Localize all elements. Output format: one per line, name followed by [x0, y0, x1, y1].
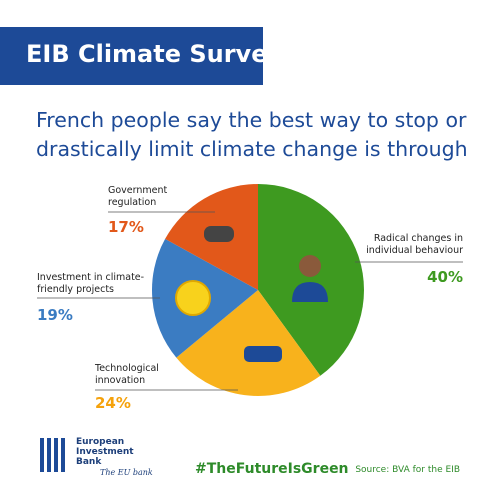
whistle-icon — [204, 226, 234, 242]
hashtag: #TheFutureIsGreen — [195, 461, 349, 477]
category-label: Radical changes in individual behaviour — [366, 233, 463, 256]
organization: European Investment Bank — [76, 437, 134, 467]
source: Source: BVA for the EIB — [355, 465, 460, 475]
euro-coin-icon — [175, 280, 211, 316]
value-label: 24% — [95, 394, 131, 412]
value-label: 19% — [37, 306, 73, 324]
eib-logo — [40, 438, 65, 472]
subtitle: French people say the best way to stop o… — [36, 108, 468, 161]
header-title: EIB Climate Survey — [26, 40, 284, 68]
category-label: Government regulation — [108, 185, 168, 208]
category-label: Investment in climate-friendly projects — [37, 272, 145, 295]
car-icon — [244, 346, 282, 362]
person-body-icon — [292, 282, 328, 302]
category-label: Technological innovation — [95, 363, 159, 386]
person-head-icon — [299, 255, 321, 277]
header-banner — [0, 27, 263, 85]
pie-slice — [176, 290, 321, 397]
pie-slice — [258, 184, 364, 376]
tagline: The EU bank — [100, 468, 153, 477]
value-label: 40% — [427, 268, 463, 286]
value-label: 17% — [108, 218, 144, 236]
